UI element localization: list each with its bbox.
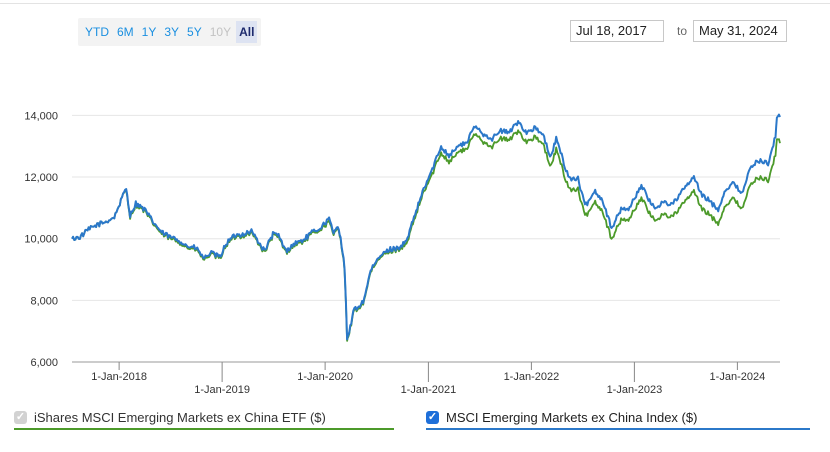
x-tick-label: 1-Jan-2022 — [504, 371, 560, 383]
y-tick-label: 6,000 — [30, 357, 58, 369]
grid-lines — [72, 114, 780, 363]
date-from-input[interactable]: Jul 18, 2017 — [570, 20, 664, 42]
range-selector: YTD 6M 1Y 3Y 5Y 10Y All — [78, 18, 262, 46]
range-button-3y[interactable]: 3Y — [164, 25, 180, 39]
date-to-input[interactable]: May 31, 2024 — [693, 20, 787, 42]
x-tick-label: 1-Jan-2018 — [91, 371, 147, 383]
x-tick-label: 1-Jan-2023 — [607, 384, 663, 396]
series-lines — [71, 113, 781, 342]
range-button-ytd[interactable]: YTD — [85, 25, 109, 39]
date-range-to-label: to — [677, 24, 688, 38]
x-tick-label: 1-Jan-2020 — [297, 371, 353, 383]
y-tick-label: 10,000 — [24, 234, 58, 246]
legend-underline-index — [426, 428, 810, 430]
range-button-5y[interactable]: 5Y — [187, 25, 202, 39]
checkbox-etf[interactable]: ✓ — [14, 410, 27, 424]
y-tick-label: 14,000 — [24, 110, 58, 122]
x-tick-label: 1-Jan-2024 — [710, 371, 766, 383]
series-line-1 — [71, 113, 781, 341]
legend-underline-etf — [14, 428, 394, 430]
top-divider — [0, 3, 830, 4]
legend-item-index[interactable]: ✓ MSCI Emerging Markets ex China Index (… — [426, 404, 810, 430]
x-axis: 1-Jan-2018 1-Jan-2019 1-Jan-2020 1-Jan-2021… — [72, 361, 780, 396]
x-tick-label: 1-Jan-2021 — [401, 384, 457, 396]
range-button-6m[interactable]: 6M — [117, 25, 134, 39]
y-axis: 6,000 8,000 10,000 12,000 14,000 — [24, 110, 58, 369]
legend-label-index: MSCI Emerging Markets ex China Index ($) — [446, 409, 698, 425]
check-icon: ✓ — [15, 410, 26, 423]
checkbox-index[interactable]: ✓ — [426, 410, 439, 424]
check-icon: ✓ — [427, 410, 438, 423]
y-tick-label: 12,000 — [24, 172, 58, 184]
x-tick-label: 1-Jan-2019 — [194, 384, 250, 396]
y-tick-label: 8,000 — [30, 295, 58, 307]
range-button-1y[interactable]: 1Y — [141, 25, 157, 39]
series-line-0 — [71, 129, 781, 342]
range-button-10y: 10Y — [209, 25, 232, 39]
range-button-all[interactable]: All — [236, 21, 258, 43]
legend-item-etf[interactable]: ✓ iShares MSCI Emerging Markets ex China… — [14, 404, 394, 430]
legend-label-etf: iShares MSCI Emerging Markets ex China E… — [34, 409, 326, 425]
